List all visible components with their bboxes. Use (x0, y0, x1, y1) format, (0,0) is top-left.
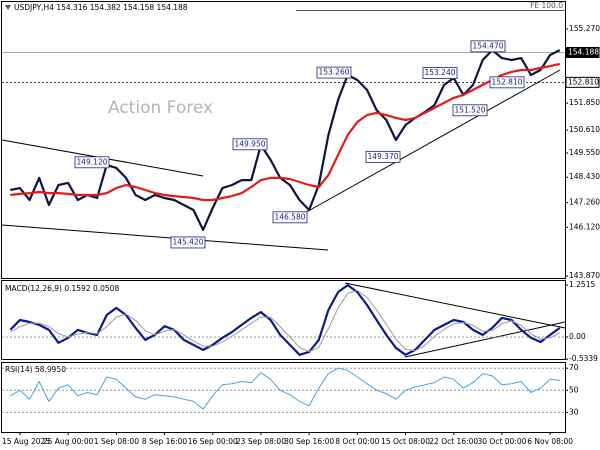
price-box (565, 46, 600, 58)
x-tick-label: 23 Sep 08:00 (236, 437, 286, 446)
price-annotation (452, 104, 488, 117)
y-tick-label: 1.2515 (569, 280, 595, 289)
price-annotation (365, 150, 401, 163)
price-box-label: 154.188 (568, 47, 599, 56)
y-tick-label: -0.5339 (569, 354, 598, 363)
y-tick-label: 150.610 (569, 125, 600, 134)
price-annotation-label: 153.240 (424, 68, 455, 77)
price-annotation (489, 76, 525, 89)
watermark: Action Forex (108, 98, 213, 118)
price-box-label: 152.810 (568, 77, 599, 86)
y-tick-label: 30 (569, 407, 579, 416)
chart-title: USDJPY,H4 154.316 154.382 154.158 154.18… (14, 3, 188, 12)
price-annotation-label: 149.120 (76, 157, 107, 166)
price-box (565, 76, 600, 88)
x-tick-label: 15 Oct 08:00 (381, 437, 430, 446)
rsi-title: RSI(14) 58.9950 (5, 365, 66, 374)
x-tick-label: 8 Sep 16:00 (142, 437, 188, 446)
rsi-panel (1, 362, 566, 433)
x-tick-label: 15 Aug 2025 (2, 437, 50, 446)
y-tick-label: 143.870 (569, 271, 600, 280)
trend-line (302, 69, 561, 215)
x-tick-label: 16 Sep 00:00 (188, 437, 238, 446)
price-annotation-label: 153.260 (318, 68, 349, 77)
series-line (10, 367, 560, 410)
y-tick-label: 149.550 (569, 148, 600, 157)
price-annotation-label: 151.520 (454, 105, 485, 114)
fe-level-label: FE 100.0 (530, 1, 563, 10)
y-tick-label: 146.120 (569, 222, 600, 231)
series-line (9, 284, 561, 356)
y-tick-label: 50 (569, 385, 579, 394)
price-annotation-label: 149.370 (367, 152, 398, 161)
series-line (10, 62, 561, 202)
price-annotation (74, 156, 110, 169)
y-tick-label: 0.00 (569, 332, 586, 341)
price-annotation-label: 146.580 (274, 212, 305, 221)
price-annotation (272, 211, 308, 224)
y-tick-label: 147.260 (569, 198, 600, 207)
price-annotation (422, 67, 458, 79)
price-annotation-label: 145.420 (172, 237, 203, 246)
x-tick-label: 8 Oct 00:00 (335, 437, 379, 446)
series-line (10, 290, 561, 352)
header-icon (5, 5, 11, 10)
y-tick-label: 155.270 (569, 24, 600, 33)
price-annotation-label: 154.470 (472, 41, 503, 50)
x-tick-label: 25 Aug 00:00 (43, 437, 94, 446)
series-line (10, 49, 561, 231)
macd-title: MACD(12,26,9) 0.1592 0.0508 (5, 284, 119, 293)
x-tick-label: 22 Oct 16:00 (429, 437, 478, 446)
macd-panel (1, 280, 566, 360)
trend-line (1, 224, 329, 251)
price-annotation (232, 138, 268, 151)
macd-trend-line (404, 321, 566, 358)
x-tick-label: 30 Sep 16:00 (284, 437, 334, 446)
macd-trend-line (344, 282, 566, 329)
y-tick-label: 148.430 (569, 172, 600, 181)
price-annotation (170, 236, 206, 249)
y-tick-label: 70 (569, 363, 579, 372)
price-annotation-label: 152.810 (491, 77, 522, 86)
x-tick-label: 1 Sep 08:00 (94, 437, 140, 446)
x-tick-label: 6 Nov 08:00 (527, 437, 573, 446)
price-panel (1, 1, 566, 279)
price-annotation (316, 66, 352, 79)
x-tick-label: 30 Oct 00:00 (477, 437, 526, 446)
y-tick-label: 151.850 (569, 98, 600, 107)
price-annotation-label: 149.950 (234, 139, 265, 148)
price-annotation (470, 40, 506, 53)
